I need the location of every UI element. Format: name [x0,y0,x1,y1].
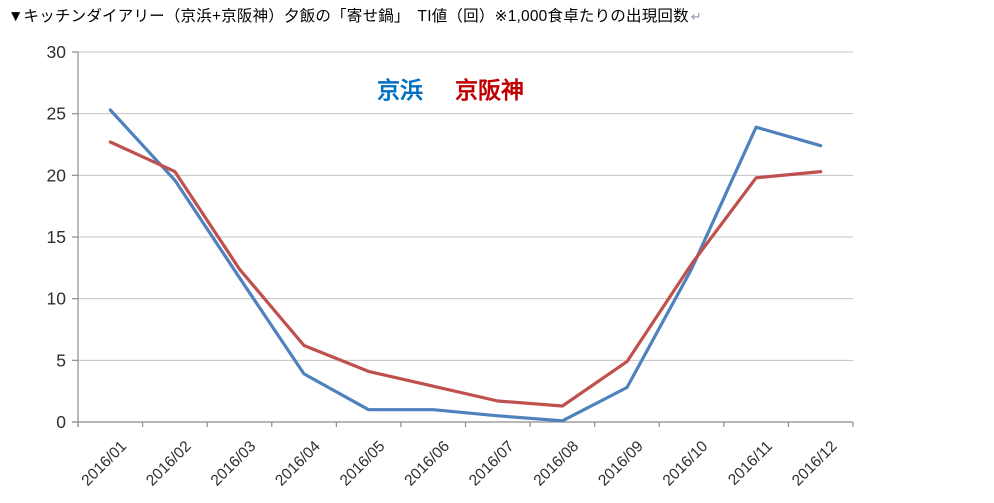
y-axis-label-15: 15 [47,227,66,247]
x-axis-label-2016/11: 2016/11 [725,438,776,489]
x-axis-label-2016/04: 2016/04 [272,438,324,490]
y-axis-label-5: 5 [56,350,66,370]
x-axis-label-2016/07: 2016/07 [466,438,518,490]
series-line-keihanshin [108,140,823,408]
x-axis-label-2016/12: 2016/12 [789,438,841,490]
x-axis-label-2016/10: 2016/10 [660,438,712,490]
x-axis-label-2016/06: 2016/06 [401,438,453,490]
y-axis-label-20: 20 [47,165,67,185]
x-axis-label-2016/02: 2016/02 [143,438,195,490]
chart-title-text: ▼キッチンダイアリー（京浜+京阪神）夕飯の「寄せ鍋」 TI値（回）※1,000食… [8,8,689,25]
y-axis-label-30: 30 [47,42,67,62]
x-axis-label-2016/01: 2016/01 [78,438,130,490]
x-axis-label-2016/05: 2016/05 [337,438,389,490]
y-axis-label-10: 10 [47,289,67,309]
x-axis-label-2016/08: 2016/08 [531,438,583,490]
line-break-mark-icon: ↵ [690,9,702,24]
legend-keihin-label: 京浜 [377,77,423,103]
series-line-keihin [108,108,823,423]
x-axis-label-2016/09: 2016/09 [595,438,647,490]
y-axis-label-25: 25 [47,104,66,124]
chart-legend: 京浜 京阪神 [377,76,524,104]
legend-keihanshin-label: 京阪神 [455,77,524,103]
y-axis-label-0: 0 [56,412,66,432]
chart-title: ▼キッチンダイアリー（京浜+京阪神）夕飯の「寄せ鍋」 TI値（回）※1,000食… [8,6,702,28]
x-axis-label-2016/03: 2016/03 [208,438,260,490]
